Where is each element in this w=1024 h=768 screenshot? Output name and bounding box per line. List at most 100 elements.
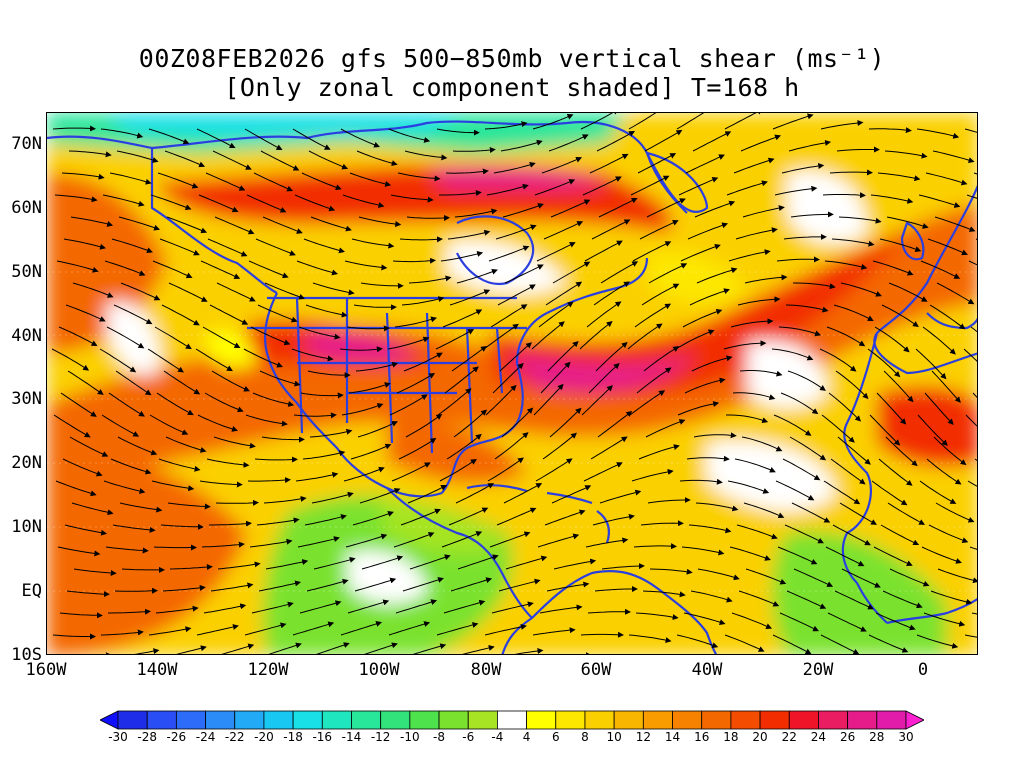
streamline [550,199,591,218]
streamline [730,318,774,328]
streamline [917,414,948,446]
map-panel [46,112,978,655]
colorbar-max-arrow [905,710,924,730]
streamline [968,260,977,266]
streamline [976,525,977,526]
streamline [388,621,431,636]
streamline [157,172,199,189]
streamline [932,150,975,164]
streamlines [51,113,977,654]
colorbar-tick-label: 20 [752,730,768,744]
streamline [744,274,788,284]
streamline [592,513,635,526]
streamline [215,499,259,506]
streamline [401,296,445,306]
streamline [681,546,725,556]
streamline [339,346,383,353]
colorbar-tick-label: -24 [195,730,216,744]
streamline [447,229,491,240]
streamline [793,568,834,587]
streamline [869,414,901,446]
streamline [262,216,303,234]
streamline [309,428,353,438]
streamline [297,536,340,548]
streamline [596,130,636,152]
streamline [631,468,674,482]
colorbar-swatch [234,710,265,730]
streamline [448,507,489,526]
colorbar-swatch [788,710,819,730]
colorbar-tick-label: -6 [462,730,475,744]
streamline [628,113,657,130]
streamline [164,150,206,168]
streamline [533,383,564,416]
streamline [921,546,962,564]
streamline [451,345,487,372]
streamline [150,194,192,211]
streamline [406,214,450,221]
colorbar-swatch [730,710,761,730]
colorbar-tick-label: 14 [664,730,681,744]
streamline [926,458,962,485]
streamline [361,555,404,570]
streamline [880,524,920,546]
streamline [221,643,255,654]
lon-label-40w: 40W [691,660,723,680]
streamline [456,268,498,284]
streamline [497,284,536,306]
streamline [441,531,483,548]
streamline [920,260,961,279]
streamline [115,370,152,396]
streamline [202,326,241,349]
streamline [598,197,638,218]
streamline [542,432,577,460]
streamline [204,392,244,413]
streamline [867,348,901,378]
colorbar-tick-label: 16 [694,730,710,744]
streamline [52,125,96,132]
streamline [348,382,391,394]
streamline [114,587,158,594]
lon-label-80w: 80W [470,660,502,680]
streamline [216,282,256,302]
streamline [774,185,818,196]
streamline [599,489,642,504]
colorbar-tick-label: -20 [254,730,274,744]
streamline [486,183,529,196]
streamline [213,436,256,449]
streamline [151,480,195,492]
streamline [116,150,159,163]
streamline [633,543,677,550]
streamline [729,546,771,561]
streamline [686,455,730,462]
streamline [781,162,825,174]
streamline [786,590,827,609]
streamline [642,590,686,598]
colorbar-tick-label: 6 [551,730,560,744]
lon-label-140w: 140W [136,660,178,680]
streamline [304,514,347,526]
streamline [551,485,592,504]
streamline [636,367,672,394]
streamline [498,578,541,592]
streamline [830,458,866,485]
colorbar-swatch [526,710,557,730]
streamline [199,480,243,488]
streamline [788,139,832,152]
streamline [64,524,108,536]
streamline [409,554,451,570]
streamline [583,462,623,482]
streamline [387,336,430,350]
streamline [936,282,975,305]
streamline [502,203,544,218]
colorbar-swatch [818,710,849,730]
streamline [964,128,977,133]
streamline [726,414,769,424]
streamline [647,497,691,504]
streamline [545,281,583,306]
streamline [201,541,245,548]
streamline [303,238,346,254]
streamline [58,326,98,347]
streamline [493,161,536,174]
streamline [398,437,437,460]
